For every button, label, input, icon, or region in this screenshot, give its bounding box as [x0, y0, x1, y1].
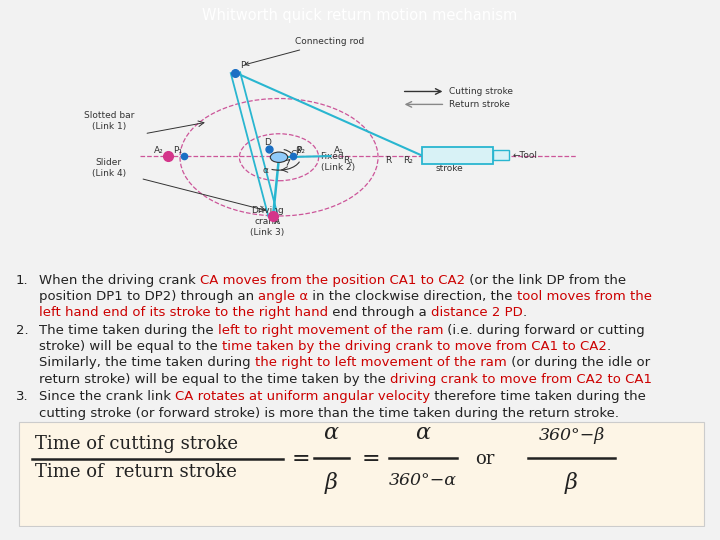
Text: CA moves from the position CA1 to CA2: CA moves from the position CA1 to CA2 — [200, 274, 465, 287]
Text: C: C — [290, 150, 297, 159]
Text: 360°−α: 360°−α — [388, 472, 456, 489]
Text: .: . — [523, 306, 527, 319]
Text: Fixed
(Link 2): Fixed (Link 2) — [320, 152, 355, 172]
FancyBboxPatch shape — [421, 147, 492, 164]
Text: (or during the idle or: (or during the idle or — [506, 356, 649, 369]
Text: β: β — [565, 472, 578, 494]
Text: stroke) will be equal to the: stroke) will be equal to the — [39, 340, 222, 353]
Text: R: R — [384, 156, 391, 165]
Text: Similarly, the time taken during: Similarly, the time taken during — [39, 356, 255, 369]
Text: β: β — [295, 146, 301, 154]
Text: α: α — [415, 422, 430, 444]
Text: =: = — [362, 448, 380, 470]
Text: R₁: R₁ — [343, 156, 354, 165]
Text: the right to left movement of the ram: the right to left movement of the ram — [255, 356, 506, 369]
Text: A: A — [274, 217, 280, 226]
Text: Time of  return stroke: Time of return stroke — [35, 463, 237, 481]
Text: Return stroke: Return stroke — [449, 100, 510, 109]
Text: driving crank to move from CA2 to CA1: driving crank to move from CA2 to CA1 — [390, 373, 652, 386]
Text: therefore time taken during the: therefore time taken during the — [431, 390, 646, 403]
Text: or: or — [475, 450, 495, 468]
Text: α: α — [262, 166, 268, 174]
Text: Line of
stroke: Line of stroke — [434, 153, 464, 173]
Text: A₁: A₁ — [333, 146, 343, 156]
Text: (i.e. during forward or cutting: (i.e. during forward or cutting — [444, 324, 645, 337]
Text: 1.: 1. — [16, 274, 29, 287]
Text: return stroke) will be equal to the time taken by the: return stroke) will be equal to the time… — [39, 373, 390, 386]
Text: α: α — [323, 422, 338, 444]
Text: time taken by the driving crank to move from CA1 to CA2: time taken by the driving crank to move … — [222, 340, 607, 353]
Text: ←Tool: ←Tool — [513, 151, 538, 160]
Text: Slider
(Link 4): Slider (Link 4) — [91, 158, 126, 178]
Text: 3.: 3. — [16, 390, 29, 403]
FancyBboxPatch shape — [492, 151, 508, 160]
Text: Slotted bar
(Link 1): Slotted bar (Link 1) — [84, 111, 134, 131]
Text: in the clockwise direction, the: in the clockwise direction, the — [308, 290, 517, 303]
Text: R₂: R₂ — [402, 156, 413, 165]
Text: Time of cutting stroke: Time of cutting stroke — [35, 435, 238, 453]
Text: .: . — [607, 340, 611, 353]
Text: end through a: end through a — [328, 306, 431, 319]
Text: Driving
crank
(Link 3): Driving crank (Link 3) — [250, 206, 284, 237]
Text: D: D — [264, 138, 271, 147]
Text: left to right movement of the ram: left to right movement of the ram — [217, 324, 444, 337]
FancyBboxPatch shape — [19, 422, 704, 525]
Text: tool moves from the: tool moves from the — [517, 290, 652, 303]
Text: β: β — [325, 472, 337, 494]
Text: CA rotates at uniform angular velocity: CA rotates at uniform angular velocity — [175, 390, 431, 403]
Text: When the driving crank: When the driving crank — [39, 274, 200, 287]
Text: Cutting stroke: Cutting stroke — [449, 87, 513, 96]
Text: Connecting rod: Connecting rod — [245, 37, 364, 65]
Text: =: = — [292, 448, 310, 470]
Text: A₂: A₂ — [154, 146, 164, 156]
Text: distance 2 PD: distance 2 PD — [431, 306, 523, 319]
Text: P₂: P₂ — [296, 146, 305, 156]
Text: Ram: Ram — [447, 151, 467, 160]
Circle shape — [270, 152, 288, 163]
Text: position DP1 to DP2) through an: position DP1 to DP2) through an — [39, 290, 258, 303]
Text: P: P — [240, 60, 246, 70]
Text: 360°−β: 360°−β — [539, 427, 605, 444]
Text: Whitworth quick return motion mechanism: Whitworth quick return motion mechanism — [202, 8, 518, 23]
Text: P₁: P₁ — [173, 146, 182, 156]
Text: The time taken during the: The time taken during the — [39, 324, 217, 337]
Text: cutting stroke (or forward stroke) is more than the time taken during the return: cutting stroke (or forward stroke) is mo… — [39, 407, 619, 420]
Text: 2.: 2. — [16, 324, 29, 337]
Text: angle α: angle α — [258, 290, 308, 303]
Text: Since the crank link: Since the crank link — [39, 390, 175, 403]
Text: left hand end of its stroke to the right hand: left hand end of its stroke to the right… — [39, 306, 328, 319]
Text: (or the link DP from the: (or the link DP from the — [465, 274, 626, 287]
